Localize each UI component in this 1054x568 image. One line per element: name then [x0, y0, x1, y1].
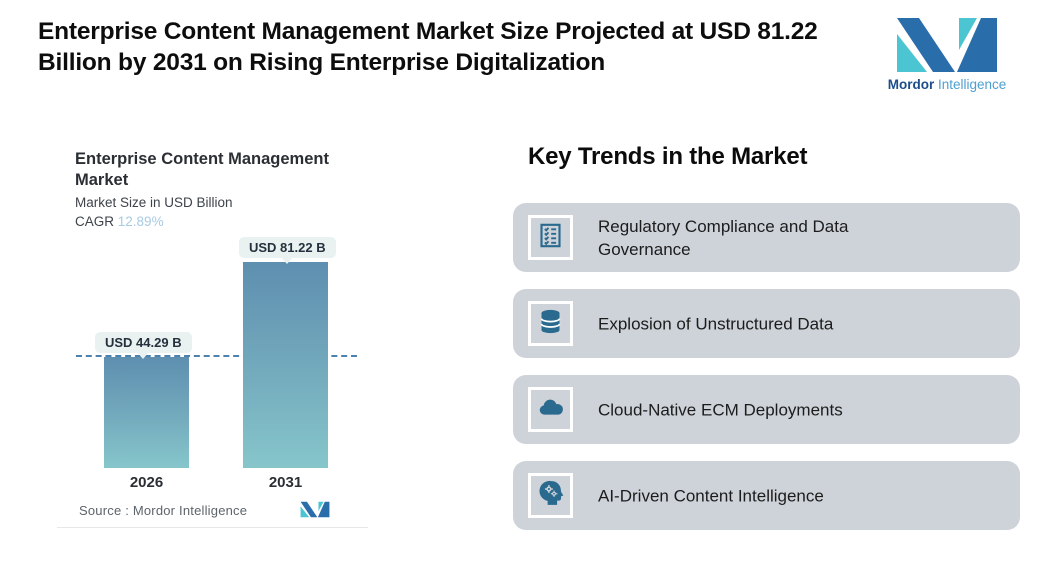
x-tick-2031: 2031 [268, 474, 303, 491]
chart-title: Enterprise Content Management Market [75, 149, 329, 191]
brand-logo: Mordor Intelligence [886, 16, 1008, 92]
brand-name: Mordor Intelligence [886, 77, 1008, 92]
trend-icon-box [528, 473, 573, 518]
trend-label: Regulatory Compliance and Data Governanc… [598, 216, 849, 259]
mordor-intelligence-mini-logo-icon [300, 501, 330, 523]
brand-name-bold: Mordor [887, 77, 935, 92]
value-label-2031-pointer [281, 257, 294, 264]
page-title: Enterprise Content Management Market Siz… [38, 16, 818, 78]
trend-label: AI-Driven Content Intelligence [598, 486, 824, 505]
chart-cagr: CAGR 12.89% [75, 214, 164, 229]
cagr-label: CAGR [75, 214, 115, 229]
mordor-intelligence-logo-icon [886, 16, 1008, 74]
page-title-line1: Enterprise Content Management Market Siz… [38, 18, 818, 45]
chart-source: Source : Mordor Intelligence [79, 503, 247, 518]
trend-card-unstructured-data: Explosion of Unstructured Data [513, 289, 1020, 358]
trend-card-ai-content-intelligence: AI-Driven Content Intelligence [513, 461, 1020, 530]
trend-icon-box [528, 301, 573, 346]
trend-card-cloud-native: Cloud-Native ECM Deployments [513, 375, 1020, 444]
x-tick-2026: 2026 [129, 474, 164, 491]
database-icon [537, 308, 564, 340]
trend-icon-box [528, 387, 573, 432]
trend-icon-box [528, 215, 573, 260]
value-label-2031: USD 81.22 B [239, 237, 336, 264]
chart-title-line2: Market [75, 171, 129, 189]
value-label-2031-text: USD 81.22 B [249, 240, 326, 255]
source-value: Mordor Intelligence [132, 503, 248, 518]
trend-card-regulatory-compliance: Regulatory Compliance and Data Governanc… [513, 203, 1020, 272]
cagr-value: 12.89% [117, 214, 164, 229]
chart-title-line1: Enterprise Content Management [75, 150, 329, 168]
market-size-chart: Enterprise Content Management Market Mar… [57, 125, 368, 528]
page-title-line2: Billion by 2031 on Rising Enterprise Dig… [38, 49, 606, 76]
checklist-icon [537, 222, 564, 254]
trends-heading: Key Trends in the Market [528, 143, 808, 170]
ai-head-icon [537, 479, 565, 512]
reference-dashed-line [76, 355, 357, 357]
value-label-2026-pointer [137, 352, 150, 359]
cloud-icon [537, 393, 565, 426]
source-label: Source : [79, 503, 130, 518]
chart-subtitle: Market Size in USD Billion [75, 195, 233, 210]
chart-bottom-divider [57, 527, 368, 528]
bar-2026 [104, 357, 189, 468]
trend-label: Explosion of Unstructured Data [598, 314, 834, 333]
value-label-2026-text: USD 44.29 B [105, 335, 182, 350]
brand-name-light: Intelligence [937, 77, 1007, 92]
trend-label: Cloud-Native ECM Deployments [598, 400, 843, 419]
bar-2031 [243, 262, 328, 468]
value-label-2026: USD 44.29 B [95, 332, 192, 359]
